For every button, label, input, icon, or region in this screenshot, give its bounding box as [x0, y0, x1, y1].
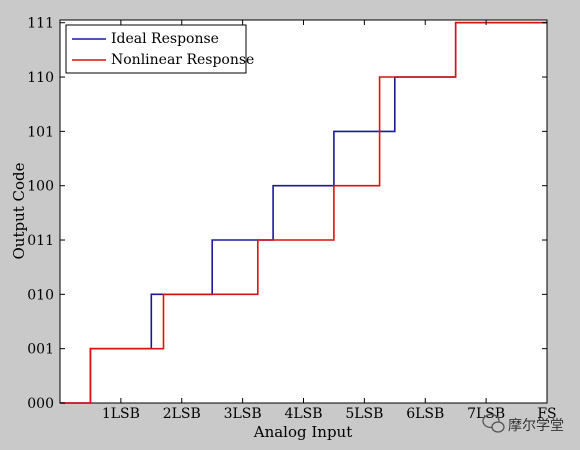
y-axis-label: Output Code: [10, 162, 28, 259]
y-tick-label: 001: [27, 342, 54, 358]
watermark-text: 摩尔学堂: [508, 417, 564, 434]
legend-box: [65, 24, 247, 74]
wechat-icon: [482, 413, 505, 433]
y-tick-label: 110: [27, 70, 54, 86]
y-tick-label: 011: [27, 233, 54, 249]
x-tick-label: 5LSB: [345, 406, 383, 422]
legend: Ideal Response Nonlinear Response: [65, 24, 254, 74]
plot-area: [59, 19, 548, 404]
y-tick-label: 010: [27, 287, 54, 303]
x-tick-label: 6LSB: [406, 406, 444, 422]
x-tick-label: 3LSB: [224, 406, 262, 422]
y-tick-label: 101: [27, 124, 54, 140]
x-tick-label: 7LSB: [467, 406, 505, 422]
x-tick-label: 2LSB: [163, 406, 201, 422]
y-tick-label: 100: [27, 179, 54, 195]
legend-label-nonlinear: Nonlinear Response: [111, 52, 254, 68]
y-tick-label: 111: [27, 16, 54, 32]
series-nonlinear-line: [60, 21, 547, 404]
x-tick-label: FS: [537, 406, 556, 422]
legend-label-ideal: Ideal Response: [111, 31, 219, 47]
x-tick-label: 1LSB: [102, 406, 140, 422]
y-tick-label: 000: [27, 396, 54, 412]
watermark: 摩尔学堂: [482, 413, 564, 434]
x-axis-label: Analog Input: [253, 423, 353, 441]
x-tick-label: 4LSB: [284, 406, 322, 422]
